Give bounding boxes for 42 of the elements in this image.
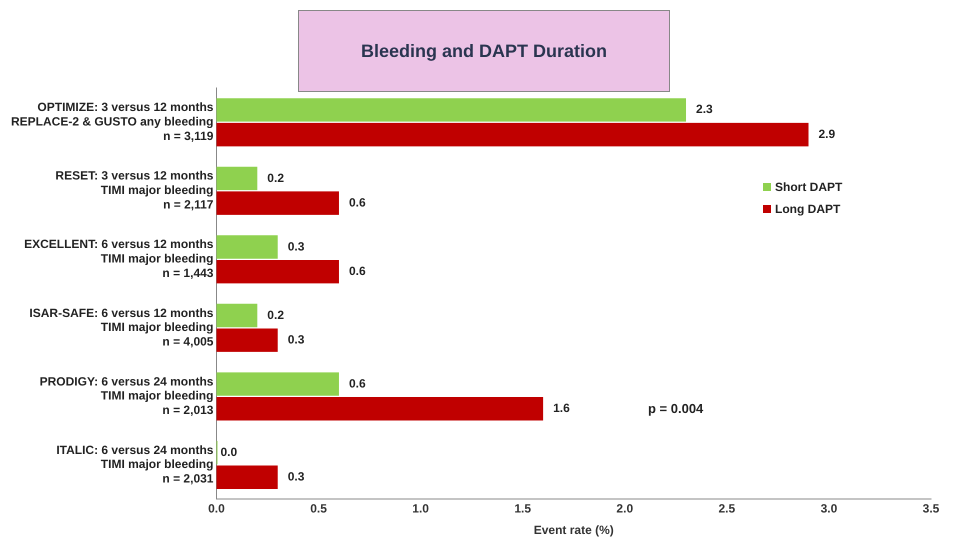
y-tick-label: RESET: 3 versus 12 months TIMI major bleeding n = 2,117: [55, 168, 214, 212]
bar: [216, 372, 339, 396]
bar: [216, 466, 278, 489]
bar: [216, 235, 278, 259]
y-tick-label: ISAR-SAFE: 6 versus 12 months TIMI major bleeding n = 4,005: [29, 306, 214, 349]
x-tick-label: 1.5: [514, 502, 532, 516]
bar: [216, 98, 686, 122]
x-tick-label: 3.5: [922, 502, 940, 516]
bar: [216, 166, 258, 190]
bar: [216, 191, 339, 215]
data-label: 0.0: [220, 444, 238, 459]
x-tick-label: 2.5: [718, 502, 736, 516]
data-label: 0.2: [267, 308, 284, 322]
bar: [216, 328, 278, 352]
data-label: 2.3: [696, 102, 714, 116]
data-label: 0.3: [288, 470, 305, 484]
data-label: 1.6: [553, 401, 570, 416]
title-box: Bleeding and DAPT Duration: [298, 10, 670, 92]
x-axis-title: Event rate (%): [534, 523, 614, 538]
bar: [216, 260, 339, 284]
y-tick-label: PRODIGY: 6 versus 24 months TIMI major bleeding n = 2,013: [40, 374, 214, 418]
bar: [216, 304, 258, 328]
bar: [216, 122, 809, 146]
legend-label: Short DAPT: [775, 180, 842, 194]
y-tick-label: OPTIMIZE: 3 versus 12 months REPLACE-2 & GUSTO any bleeding n = 3,119: [10, 100, 214, 143]
x-tick-label: 2.0: [616, 502, 634, 516]
data-label: 0.2: [267, 170, 284, 185]
data-label: 0.3: [288, 239, 305, 254]
x-tick-label: 0.0: [208, 502, 226, 516]
data-label: 0.6: [348, 195, 366, 210]
x-tick-label: 1.0: [412, 502, 430, 516]
data-label: 0.6: [348, 264, 366, 278]
x-tick-label: 0.5: [310, 502, 328, 516]
data-label: 0.6: [348, 376, 366, 390]
legend-label: Long DAPT: [775, 202, 840, 216]
data-label: 2.9: [818, 126, 836, 141]
bar: [216, 397, 544, 420]
y-tick-label: EXCELLENT: 6 versus 12 months TIMI major bleeding n = 1,443: [24, 237, 214, 280]
x-tick-label: 3.0: [820, 502, 838, 516]
y-tick-label: ITALIC: 6 versus 24 months TIMI major bleeding n = 2,031: [56, 442, 214, 486]
data-label: 0.3: [288, 332, 305, 347]
annotation: p = 0.004: [648, 401, 704, 416]
